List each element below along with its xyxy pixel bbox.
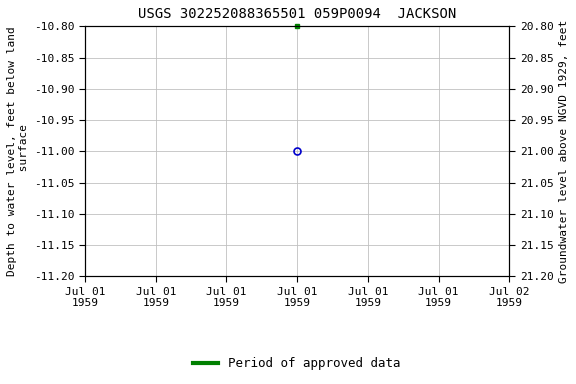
Legend: Period of approved data: Period of approved data	[188, 352, 406, 375]
Y-axis label: Groundwater level above NGVD 1929, feet: Groundwater level above NGVD 1929, feet	[559, 20, 569, 283]
Y-axis label: Depth to water level, feet below land
 surface: Depth to water level, feet below land su…	[7, 26, 29, 276]
Title: USGS 302252088365501 059P0094  JACKSON: USGS 302252088365501 059P0094 JACKSON	[138, 7, 456, 21]
